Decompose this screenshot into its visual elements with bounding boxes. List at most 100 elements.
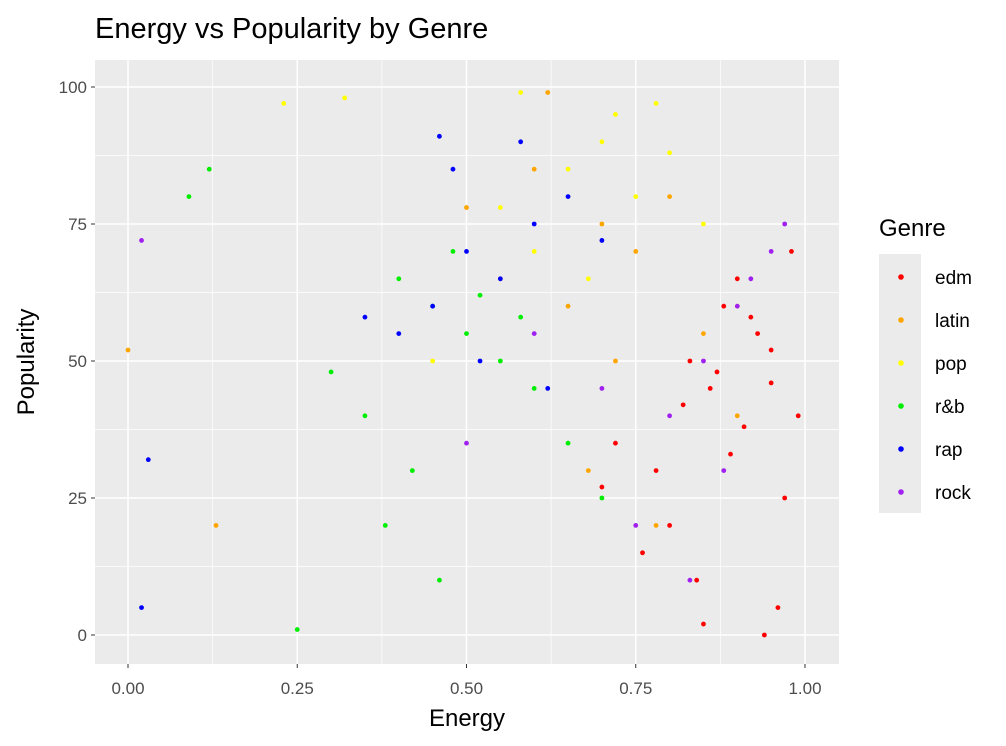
point-latin [585,468,591,473]
point-edm [680,402,686,408]
point-r&b [362,413,368,419]
point-pop [565,166,571,172]
point-latin [734,413,740,419]
legend-key-latin [898,317,904,323]
point-edm [768,380,774,386]
point-latin [599,221,605,227]
point-r&b [409,468,415,473]
point-rock [768,249,774,254]
legend-items: edm latin pop r&b rap rock [898,268,972,504]
legend-label: rap [935,440,962,461]
point-rock [464,440,469,446]
point-edm [795,413,801,419]
point-rap [545,386,551,391]
legend: Genre edm latin pop r&b rap rock [879,215,972,513]
point-edm [775,605,781,610]
series-edm [599,249,801,638]
legend-label: r&b [935,397,965,418]
legend-title: Genre [879,215,946,242]
point-rap [464,249,469,254]
point-rap [565,194,571,200]
legend-key-r&b [898,403,904,409]
y-tick-label: 25 [68,489,87,508]
point-latin [531,166,537,172]
point-rock [782,221,788,227]
legend-key-rock [898,489,904,495]
point-pop [518,90,524,95]
y-tick-label: 0 [78,626,87,645]
legend-label: pop [935,354,967,375]
point-r&b [437,577,442,583]
point-pop [585,276,591,282]
point-edm [694,577,700,583]
y-tick-label: 50 [68,352,87,371]
point-r&b [382,523,388,528]
chart-title: Energy vs Popularity by Genre [95,13,488,45]
point-latin [667,194,672,200]
point-pop [653,101,659,106]
point-rap [531,221,537,227]
point-pop [281,101,287,106]
point-rap [145,457,151,463]
point-rap [477,358,483,364]
point-edm [687,358,693,364]
point-pop [667,150,672,156]
point-edm [734,276,740,282]
series-rap [139,133,605,610]
point-rock [721,468,727,473]
point-pop [633,194,639,200]
point-r&b [186,194,192,200]
point-edm [741,424,747,430]
point-edm [701,621,706,627]
point-latin [545,90,551,95]
point-rock [599,386,605,391]
point-r&b [497,358,503,364]
point-edm [714,369,720,375]
point-r&b [464,331,469,336]
legend-key-panel [879,254,921,513]
point-r&b [599,495,605,501]
point-r&b [294,627,300,632]
series-r&b [186,166,605,632]
x-axis-ticks: 0.00 0.25 0.50 0.75 1.00 [111,664,822,698]
point-edm [768,347,774,353]
point-r&b [518,314,524,320]
point-r&b [565,440,571,446]
point-edm [640,550,645,556]
y-axis-ticks: 0 25 50 75 100 [59,78,95,645]
x-tick-label: 0.25 [281,679,314,698]
x-tick-label: 0.75 [619,679,652,698]
point-edm [707,386,713,391]
point-r&b [328,369,334,375]
point-pop [497,205,503,210]
y-axis-title: Popularity [13,309,40,416]
point-edm [728,451,733,457]
point-rock [701,358,706,364]
point-r&b [396,276,402,282]
point-edm [653,468,659,473]
legend-label: latin [935,311,970,332]
point-edm [761,632,767,638]
point-rock [633,523,639,528]
legend-label: edm [935,268,972,289]
point-pop [599,139,605,145]
point-latin [701,331,706,336]
point-r&b [450,249,456,254]
x-tick-label: 1.00 [788,679,821,698]
series-rock [139,221,788,583]
x-axis-title: Energy [429,705,505,732]
point-rap [518,139,524,145]
point-edm [599,484,605,490]
point-rap [139,605,144,610]
point-pop [613,112,618,117]
point-r&b [206,166,212,172]
point-rock [531,331,537,336]
grid-lines [95,60,839,664]
point-pop [430,358,436,364]
point-edm [755,331,761,336]
point-rock [687,577,693,583]
point-latin [565,303,571,309]
point-pop [701,221,706,227]
point-rap [497,276,503,282]
legend-key-pop [898,360,904,366]
